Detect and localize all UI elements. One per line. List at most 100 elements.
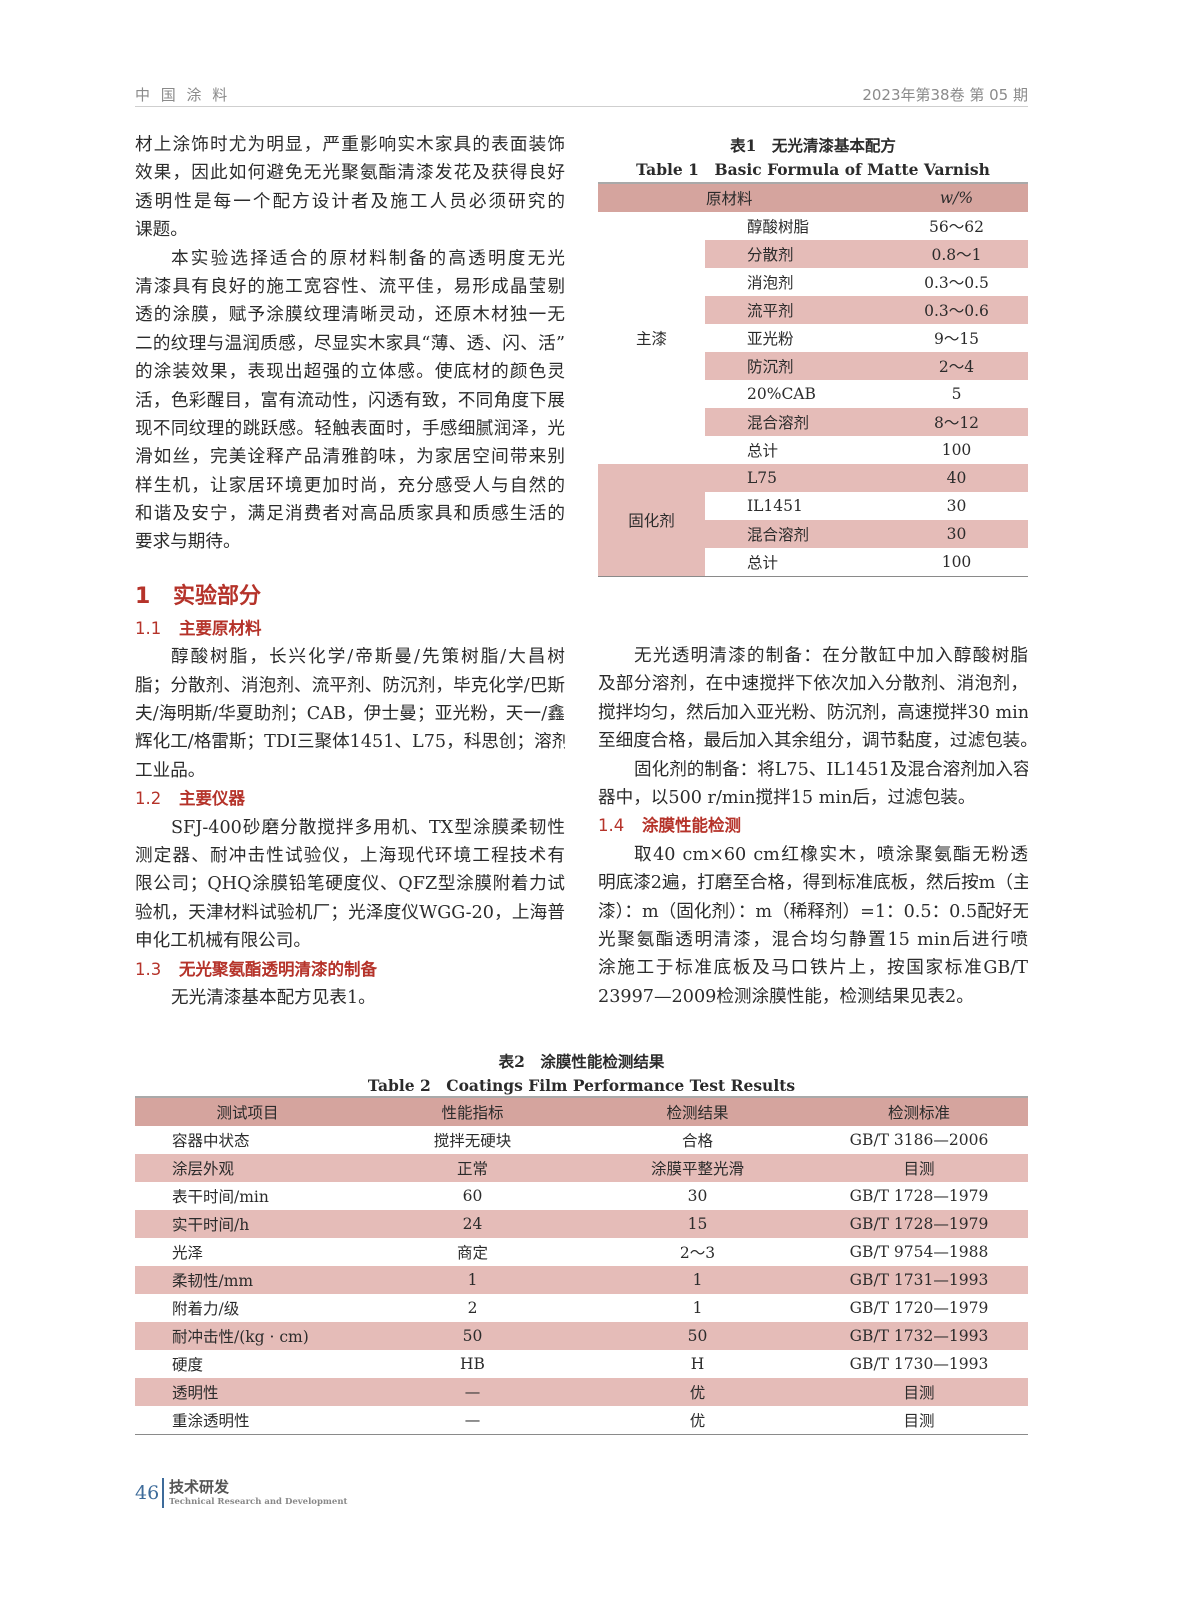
value-cell: 0.3～0.5 [924,274,989,292]
group-cell: 主漆 [635,330,667,348]
table-cell: 2 [467,1299,478,1317]
section-title: 无光聚氨酯透明清漆的制备 [179,959,377,979]
journal-name: 中 国 涂 料 [135,86,231,104]
material-cell: 总计 [747,442,779,460]
text-line: 涂施工于标准底板及马口铁片上，按国家标准GB/T [598,958,1028,979]
table-cell: 实干时间/h [172,1216,250,1234]
table-cell: 优 [689,1412,706,1430]
text-line: 本实验选择适合的原材料制备的高透明度无光 [171,248,565,269]
footer-divider [162,1478,164,1508]
table-row: 混合溶剂 30 [598,520,1028,548]
table-cell: 30 [687,1187,708,1205]
text-line: 清漆具有良好的施工宽容性、流平佳，易形成晶莹剔 [135,276,565,297]
table-cell: 搅拌无硬块 [433,1132,512,1150]
section-title: 实验部分 [173,583,262,609]
value-cell: 30 [946,497,967,515]
table2: 测试项目 性能指标 检测结果 检测标准 容器中状态 搅拌无硬块 合格 GB/T 3186—20… [135,1096,1028,1435]
text-line: 效果，因此如何避免无光聚氨酯清漆发花及获得良好 [135,163,565,184]
table-row: 20%CAB 5 [598,380,1028,408]
section-title: 涂膜性能检测 [642,816,741,836]
material-cell: 流平剂 [705,296,885,324]
table-row: 附着力/级 2 1 GB/T 1720—1979 [135,1294,1028,1322]
table-cell: GB/T 9754—1988 [849,1243,989,1261]
section-number: 1.4 [598,816,625,836]
table-cell: 容器中状态 [172,1132,250,1150]
text-line: 的涂装效果，表现出超强的立体感。使底材的颜色灵 [135,362,565,383]
table-cell: 50 [687,1327,708,1345]
value-cell: 2～4 [885,352,1028,380]
table-row: 总计 100 [598,436,1028,464]
table-row: 混合溶剂 8～12 [598,408,1028,436]
footer-section-cn: 技术研发 [169,1478,230,1496]
table1: 原材料 w/% 主漆 醇酸树脂 56～62 分散剂 0.8～1 消泡剂 0.3～0.5 流平剂 0.… [598,182,1028,577]
table-cell: 15 [687,1215,708,1233]
section-title: 主要仪器 [179,789,245,809]
table-cell: 涂层外观 [172,1160,235,1178]
text-line: 醇酸树脂，长兴化学/帝斯曼/先策树脂/大昌树 [171,647,565,668]
text-line: 搅拌均匀，然后加入亚光粉、防沉剂，高速搅拌30 min [598,702,1028,723]
table-row: 耐冲击性/(kg · cm) 50 50 GB/T 1732—1993 [135,1322,1028,1350]
value-cell: 100 [941,553,972,571]
text-line: 测定器、耐冲击性试验仪，上海现代环境工程技术有 [135,845,565,866]
table-cell: GB/T 1728—1979 [849,1215,989,1233]
text-line: 辉化工/格雷斯；TDI三聚体1451、L75，科思创；溶剂， [135,732,565,753]
text-line: 光聚氨酯透明清漆，混合均匀静置15 min后进行喷 [598,929,1028,950]
table-row: 流平剂 0.3～0.6 [598,296,1028,324]
table-cell: 24 [462,1215,483,1233]
header-cell: 原材料 [706,190,753,208]
section-number: 1 [135,583,151,609]
paragraph: 材上涂饰时尤为明显，严重影响实木家具的表面装饰 效果，因此如何避免无光聚氨酯清漆发… [135,131,565,245]
table-cell: — [464,1383,481,1401]
text-line: 23997—2009检测涂膜性能，检测结果见表2。 [598,986,974,1007]
text-line: 样生机，让家居环境更加时尚，充分感受人与自然的 [135,475,565,496]
table-cell: GB/T 1720—1979 [849,1299,989,1317]
paragraph: 无光透明清漆的制备：在分散缸中加入醇酸树脂 及部分溶剂，在中速搅拌下依次加入分散剂… [598,642,1028,756]
text-line: 和谐及安宁，满足消费者对高品质家具和质感生活的 [135,504,565,525]
table-cell: 商定 [456,1244,488,1262]
table-cell: 光泽 [172,1244,204,1262]
text-line: 材上涂饰时尤为明显，严重影响实木家具的表面装饰 [135,135,565,155]
table-cell: 透明性 [172,1384,219,1402]
text-line: 要求与期待。 [135,532,241,553]
text-line: 申化工机械有限公司。 [135,931,311,952]
footer-section-en: Technical Research and Development [169,1497,348,1507]
issue-info: 2023年第38卷 第 05 期 [862,86,1028,104]
table-cell: 优 [689,1384,706,1402]
text-line: 取40 cm×60 cm红橡实木，喷涂聚氨酯无粉透 [634,844,1028,865]
text-line: 无光透明清漆的制备：在分散缸中加入醇酸树脂 [634,646,1028,666]
table-cell: GB/T 3186—2006 [849,1131,989,1149]
paragraph: 醇酸树脂，长兴化学/帝斯曼/先策树脂/大昌树 脂；分散剂、消泡剂、流平剂、防沉剂，… [135,643,565,785]
material-cell: 混合溶剂 [705,408,885,436]
text-line: 漆）：m（固化剂）：m（稀释剂）=1：0.5：0.5配好无 [598,901,1028,922]
text-line: 透的涂膜，赋予涂膜纹理清晰灵动，还原木材独一无 [135,305,565,326]
table-row: 主漆 醇酸树脂 56～62 [598,212,1028,348]
table-cell: GB/T 1731—1993 [849,1271,989,1289]
text-line: 固化剂的制备：将L75、IL1451及混合溶剂加入容 [634,759,1028,780]
table-cell: 柔韧性/mm [172,1272,254,1290]
table-row: 光泽 商定 2～3 GB/T 9754—1988 [135,1238,1028,1266]
value-cell: 56～62 [929,218,984,236]
text-line: 验机，天津材料试验机厂；光泽度仪WGG-20，上海普 [135,902,565,923]
material-cell: 醇酸树脂 [747,218,810,236]
table-cell: 1 [692,1271,703,1289]
table1-caption-en: Table 1 Basic Formula of Matte Varnish [636,160,990,179]
text-line: 器中，以500 r/min搅拌15 min后，过滤包装。 [598,787,976,808]
value-cell: 0.3～0.6 [885,296,1028,324]
table-cell: 60 [462,1187,483,1205]
material-cell: 分散剂 [705,240,885,268]
section-number: 1.3 [135,959,162,979]
header-cell: 性能指标 [441,1104,504,1122]
section-number: 1.1 [135,618,162,638]
paragraph: 无光清漆基本配方见表1。 [135,984,565,1012]
text-line: SFJ-400砂磨分散搅拌多用机、TX型涂膜柔韧性 [171,817,565,838]
value-cell: 9～15 [933,330,980,348]
material-cell: 防沉剂 [705,352,885,380]
table-cell: 1 [467,1271,478,1289]
value-cell: 8～12 [885,408,1028,436]
table-cell: 耐冲击性/(kg · cm) [172,1328,309,1346]
header-divider [135,106,1028,107]
table-header-row: 测试项目 性能指标 检测结果 检测标准 [135,1097,1028,1126]
section-heading: 1 实验部分 [135,577,565,615]
material-cell: L75 [705,464,885,492]
table-cell: 目测 [903,1384,935,1402]
